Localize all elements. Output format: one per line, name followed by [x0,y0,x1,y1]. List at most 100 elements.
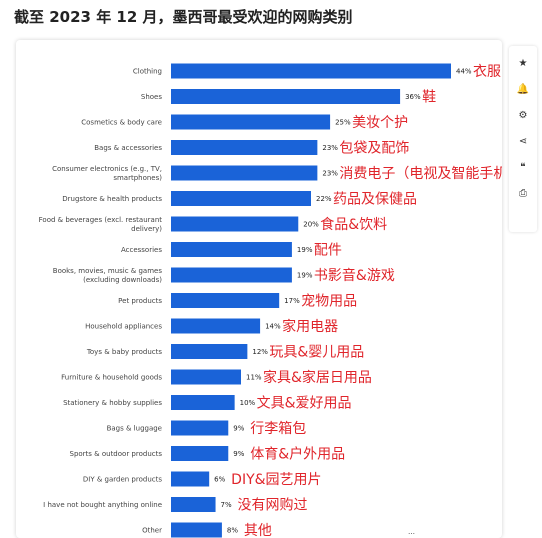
category-label-line: smartphones) [113,174,162,182]
bar [171,522,222,538]
bar [171,344,248,359]
annotation-label: 家具&家居日用品 [263,369,372,386]
chart-toolbar: ★ 🔔 ⚙ ⋖ ❝ ⎙ [509,46,537,232]
annotation-label: 美妆个护 [352,115,408,131]
bar [171,114,331,130]
page-title: 截至 2023 年 12 月，墨西哥最受欢迎的网购类别 [14,8,353,26]
bar [171,165,318,181]
category-label: DIY & garden products [83,476,162,484]
value-label: 10% [240,399,256,407]
category-label-line: Consumer electronics (e.g., TV, [52,165,162,173]
bar [171,267,292,283]
bar [171,216,299,232]
value-label: 8% [227,527,238,535]
gear-icon[interactable]: ⚙ [518,109,528,121]
share-icon[interactable]: ⋖ [518,135,528,147]
annotation-label: 文具&爱好用品 [257,396,352,412]
bar [171,140,318,155]
bar [171,191,311,206]
category-label: Bags & accessories [94,144,162,152]
category-label-line: Shoes [141,93,162,101]
bar [171,242,292,257]
category-label: Books, movies, music & games (excluding d… [53,267,163,284]
print-icon[interactable]: ⎙ [519,187,527,199]
annotation-label: 包袋及配饰 [339,141,409,157]
category-label: Accessories [121,246,162,254]
value-label: 17% [284,297,300,305]
value-label: 25% [335,119,351,127]
bar [171,63,451,79]
category-label: Shoes [141,93,162,101]
value-label: 9% [233,425,244,433]
bar [171,497,216,512]
star-icon[interactable]: ★ [518,57,528,69]
category-label: Drugstore & health products [62,195,162,203]
annotation-label: DIY&园艺用片 [231,472,321,488]
bar [171,369,241,385]
value-label: 44% [456,68,472,76]
category-label-line: DIY & garden products [83,476,162,484]
bar [171,446,229,461]
category-label: Bags & luggage [107,425,162,433]
category-label: Sports & outdoor products [70,450,163,458]
annotation-label: 没有网购过 [238,498,308,514]
bar [171,395,235,410]
category-label-line: Household appliances [85,323,162,331]
value-label: 23% [322,144,338,152]
bar [171,89,401,104]
category-label-line: Bags & accessories [94,144,162,152]
annotation-label: 其他 [244,523,272,538]
category-label: Food & beverages (excl. restaurant delive… [39,216,163,233]
category-label: Toys & baby products [86,348,163,356]
annotation-label: 书影音&游戏 [314,267,395,284]
category-label-line: delivery) [131,225,162,233]
value-label: 23% [322,170,338,178]
category-label: Consumer electronics (e.g., TV, smartphon… [52,165,162,182]
category-label: Household appliances [85,323,162,331]
category-label-line: (excluding downloads) [83,276,162,284]
annotation-label: 配件 [314,243,342,259]
quote-icon[interactable]: ❝ [520,161,526,173]
category-label-line: I have not bought anything online [43,501,162,509]
annotation-label: 食品&饮料 [320,216,387,233]
annotation-label: 鞋 [422,90,436,106]
bell-icon[interactable]: 🔔 [516,83,530,95]
category-label: Pet products [118,297,162,305]
category-label-line: Sports & outdoor products [70,450,163,458]
category-label-line: Pet products [118,297,162,305]
category-label-line: Clothing [133,68,162,76]
category-label-line: Accessories [121,246,162,254]
annotation-label: 衣服 [473,64,501,80]
value-label: 20% [303,221,319,229]
category-label-line: Drugstore & health products [62,195,162,203]
category-label-line: Other [142,527,162,535]
bar [171,420,229,436]
value-label: 14% [265,323,281,331]
annotation-label: 消费电子（电视及智能手机等） [339,165,502,182]
category-label-line: Books, movies, music & games [53,267,163,275]
value-label: 7% [221,501,232,509]
category-label: Cosmetics & body care [81,119,162,127]
value-label: 19% [297,246,313,254]
value-label: 19% [297,272,313,280]
bar [171,471,210,487]
value-label: 9% [233,450,244,458]
annotation-label: 宠物用品 [301,294,357,310]
annotation-label: 家用电器 [282,318,338,335]
value-label: 12% [252,348,268,356]
value-label: 22% [316,195,332,203]
category-label-line: Stationery & hobby supplies [63,399,162,407]
value-label: 36% [405,93,421,101]
category-label-line: Toys & baby products [86,348,163,356]
chart-panel: Clothing 44% 衣服 Shoes 36% 鞋 Cosmetics & body c… [16,40,502,538]
category-label: I have not bought anything online [43,501,162,509]
bar [171,318,261,334]
annotation-label: 行李箱包 [250,421,306,437]
category-label-line: Furniture & household goods [61,374,162,382]
value-label: 6% [214,476,225,484]
category-label: Stationery & hobby supplies [63,399,162,407]
annotation-label: 体育&户外用品 [250,446,345,463]
category-label: Other [142,527,162,535]
category-label-line: Bags & luggage [107,425,162,433]
category-label: Clothing [133,68,162,76]
